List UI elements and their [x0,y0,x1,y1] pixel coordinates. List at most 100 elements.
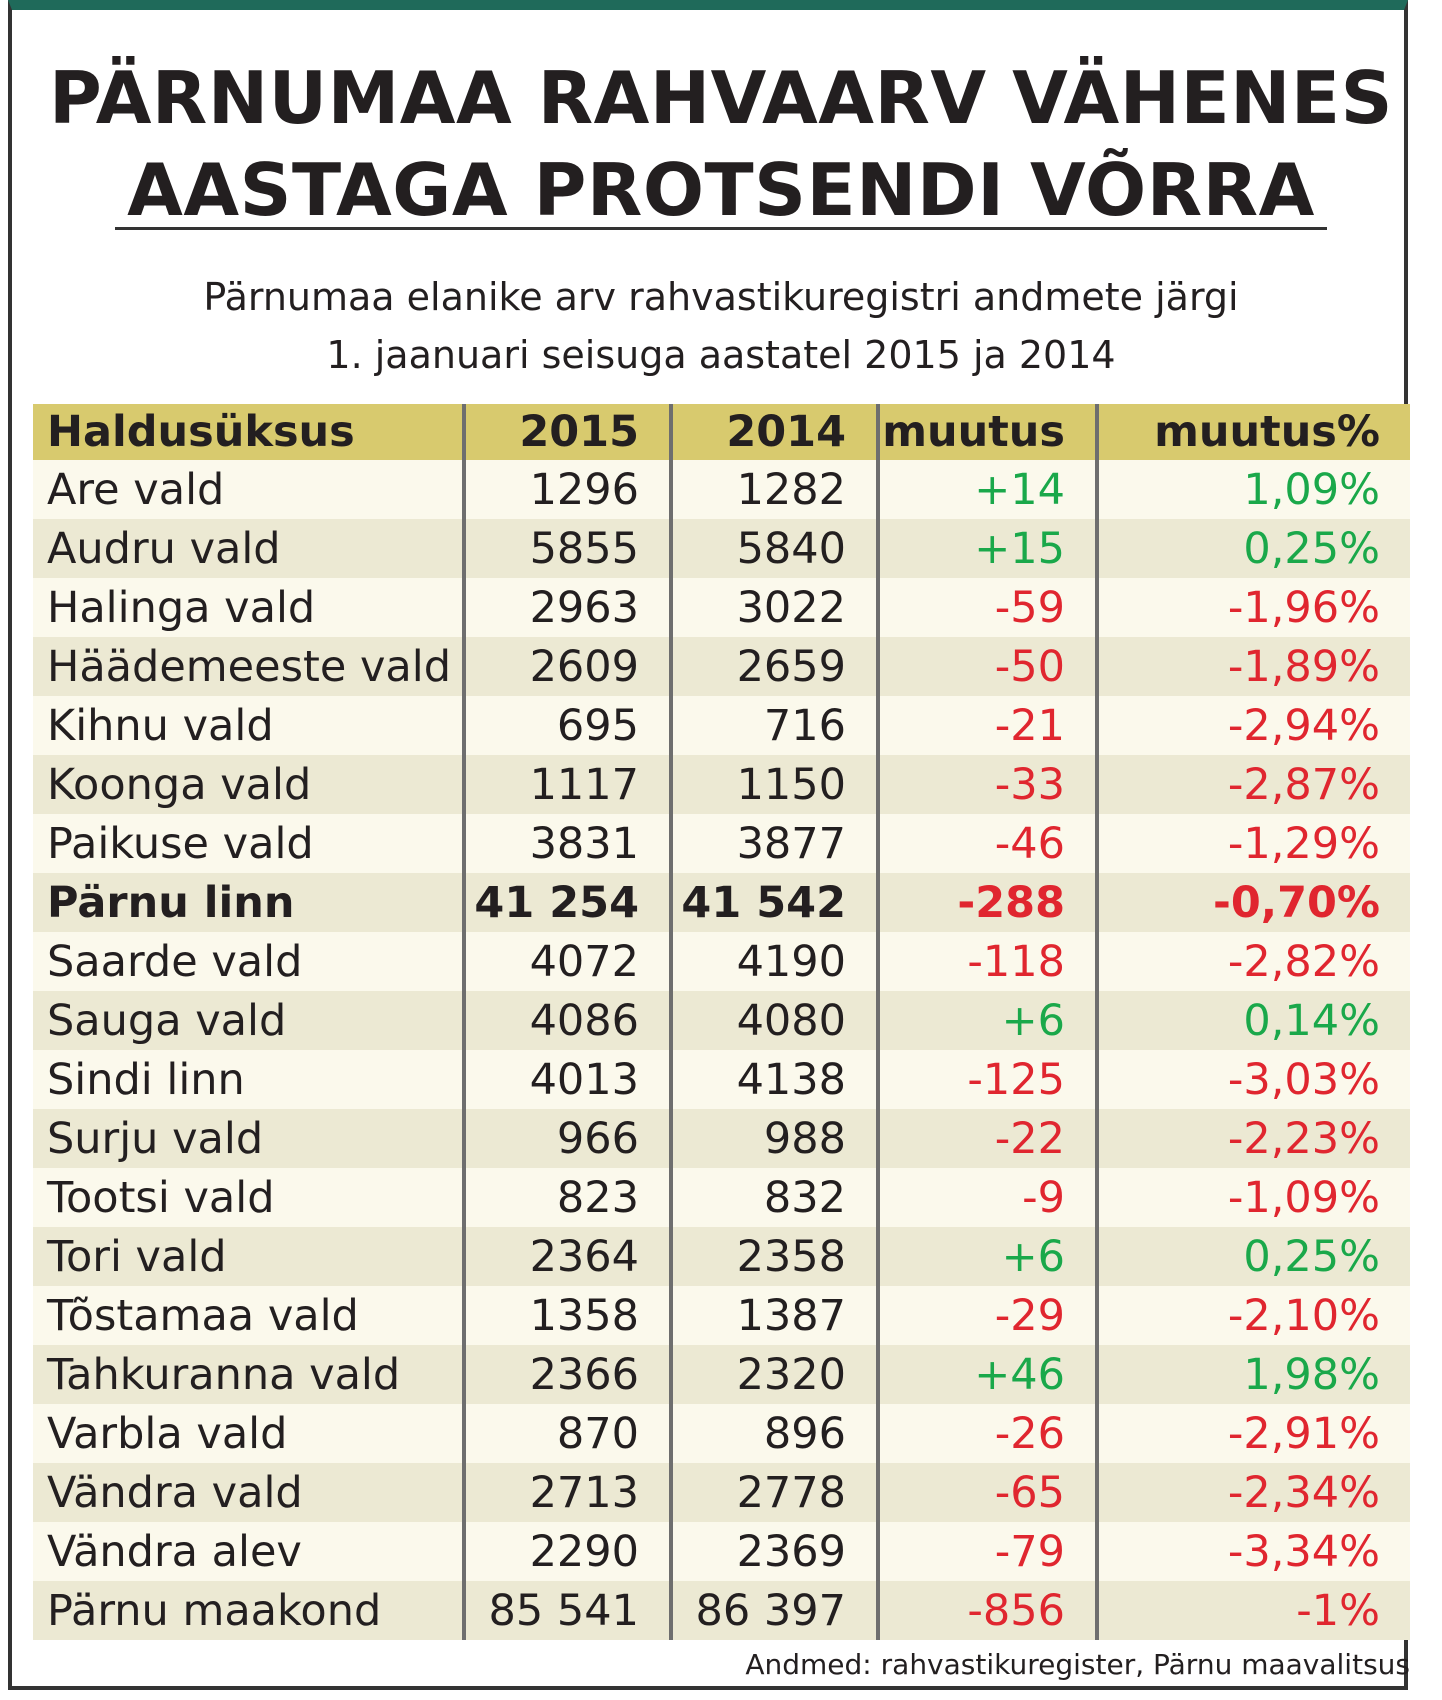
cell-change: -118 [876,932,1097,991]
table-row: Tootsi vald 823 832 -9 -1,09% [33,1168,1410,1227]
cell-value-2015: 4086 [462,991,671,1050]
cell-unit-name: Are vald [33,460,464,519]
cell-change: +6 [876,991,1097,1050]
source-note: Andmed: rahvastikuregister, Pärnu maaval… [745,1648,1410,1681]
cell-change: -46 [876,814,1097,873]
cell-value-2014: 716 [669,696,878,755]
cell-change: -21 [876,696,1097,755]
cell-value-2015: 695 [462,696,671,755]
cell-value-2014: 86 397 [669,1581,878,1640]
table-row: Pärnu linn 41 254 41 542 -288 -0,70% [33,873,1410,932]
cell-unit-name: Sindi linn [33,1050,464,1109]
cell-change-percent: -1,29% [1095,814,1410,873]
cell-change: -125 [876,1050,1097,1109]
cell-value-2015: 2366 [462,1345,671,1404]
cell-value-2015: 1358 [462,1286,671,1345]
cell-value-2014: 896 [669,1404,878,1463]
cell-unit-name: Vändra vald [33,1463,464,1522]
table-row: Tori vald 2364 2358 +6 0,25% [33,1227,1410,1286]
cell-value-2014: 3877 [669,814,878,873]
table-row: Varbla vald 870 896 -26 -2,91% [33,1404,1410,1463]
cell-unit-name: Halinga vald [33,578,464,637]
cell-change-percent: -2,87% [1095,755,1410,814]
subtitle-line-1: Pärnumaa elanike arv rahvastikuregistri … [203,275,1239,319]
cell-unit-name: Häädemeeste vald [33,637,464,696]
cell-unit-name: Paikuse vald [33,814,464,873]
table-row: Koonga vald 1117 1150 -33 -2,87% [33,755,1410,814]
column-header: Haldusüksus [33,404,464,460]
cell-change: +14 [876,460,1097,519]
cell-change: -9 [876,1168,1097,1227]
table-row: Audru vald 5855 5840 +15 0,25% [33,519,1410,578]
cell-unit-name: Varbla vald [33,1404,464,1463]
cell-value-2014: 3022 [669,578,878,637]
cell-change-percent: -1,09% [1095,1168,1410,1227]
cell-change-percent: -2,91% [1095,1404,1410,1463]
column-header: 2015 [462,404,671,460]
cell-change: -29 [876,1286,1097,1345]
cell-change: +15 [876,519,1097,578]
table-row: Vändra alev 2290 2369 -79 -3,34% [33,1522,1410,1581]
cell-value-2015: 3831 [462,814,671,873]
cell-value-2014: 988 [669,1109,878,1168]
table-row: Tõstamaa vald 1358 1387 -29 -2,10% [33,1286,1410,1345]
cell-value-2015: 2364 [462,1227,671,1286]
cell-change-percent: -2,82% [1095,932,1410,991]
cell-change: +6 [876,1227,1097,1286]
cell-change-percent: -0,70% [1095,873,1410,932]
table-row: Tahkuranna vald 2366 2320 +46 1,98% [33,1345,1410,1404]
cell-value-2015: 41 254 [462,873,671,932]
cell-value-2015: 2963 [462,578,671,637]
title-line-2: AASTAGA PROTSENDI VÕRRA [127,148,1315,232]
cell-change-percent: 1,09% [1095,460,1410,519]
cell-unit-name: Pärnu linn [33,873,464,932]
cell-unit-name: Surju vald [33,1109,464,1168]
cell-value-2015: 823 [462,1168,671,1227]
cell-unit-name: Koonga vald [33,755,464,814]
table-row: Are vald 1296 1282 +14 1,09% [33,460,1410,519]
cell-change-percent: 0,25% [1095,1227,1410,1286]
cell-value-2014: 1150 [669,755,878,814]
cell-change: -50 [876,637,1097,696]
cell-change: -22 [876,1109,1097,1168]
cell-unit-name: Audru vald [33,519,464,578]
title-divider [115,227,1327,230]
cell-change-percent: -2,94% [1095,696,1410,755]
column-header: 2014 [669,404,878,460]
population-table: Haldusüksus 2015 2014 muutus muutus% Are… [33,404,1410,1640]
cell-value-2015: 2290 [462,1522,671,1581]
cell-value-2014: 2358 [669,1227,878,1286]
cell-value-2015: 870 [462,1404,671,1463]
table-row: Häädemeeste vald 2609 2659 -50 -1,89% [33,637,1410,696]
cell-change: -79 [876,1522,1097,1581]
cell-change-percent: -2,23% [1095,1109,1410,1168]
cell-value-2014: 1387 [669,1286,878,1345]
cell-value-2015: 2713 [462,1463,671,1522]
cell-value-2014: 2320 [669,1345,878,1404]
table-row: Surju vald 966 988 -22 -2,23% [33,1109,1410,1168]
cell-unit-name: Vändra alev [33,1522,464,1581]
cell-value-2014: 2369 [669,1522,878,1581]
cell-value-2014: 2778 [669,1463,878,1522]
cell-change-percent: -3,03% [1095,1050,1410,1109]
cell-value-2014: 4138 [669,1050,878,1109]
cell-change-percent: -1,96% [1095,578,1410,637]
cell-unit-name: Saarde vald [33,932,464,991]
cell-value-2014: 1282 [669,460,878,519]
cell-unit-name: Kihnu vald [33,696,464,755]
cell-change-percent: -1% [1095,1581,1410,1640]
cell-unit-name: Tõstamaa vald [33,1286,464,1345]
cell-value-2015: 4072 [462,932,671,991]
cell-change: -33 [876,755,1097,814]
cell-change-percent: -2,10% [1095,1286,1410,1345]
table-row: Halinga vald 2963 3022 -59 -1,96% [33,578,1410,637]
cell-value-2014: 41 542 [669,873,878,932]
table-row: Kihnu vald 695 716 -21 -2,94% [33,696,1410,755]
subtitle-line-2: 1. jaanuari seisuga aastatel 2015 ja 201… [326,333,1116,377]
cell-value-2014: 5840 [669,519,878,578]
cell-change: +46 [876,1345,1097,1404]
cell-change: -288 [876,873,1097,932]
cell-value-2014: 2659 [669,637,878,696]
cell-value-2014: 4190 [669,932,878,991]
cell-value-2015: 4013 [462,1050,671,1109]
